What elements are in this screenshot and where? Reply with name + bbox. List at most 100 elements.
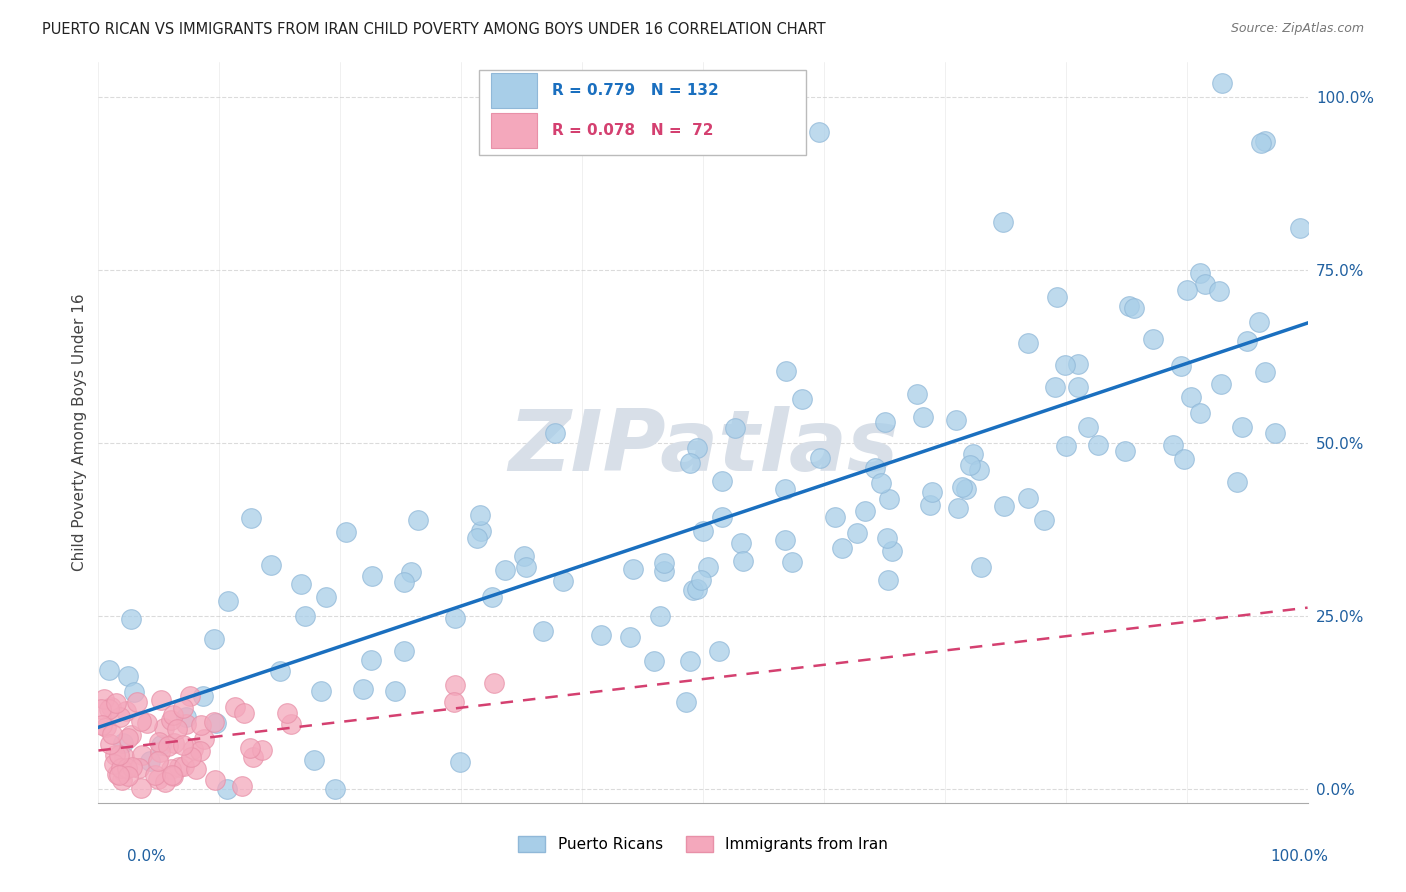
Point: [494, 564, 516, 578]
Point: [950, 479, 973, 493]
Point: [465, 531, 488, 545]
Point: [1189, 266, 1212, 280]
Point: [1236, 334, 1258, 348]
Point: [468, 508, 491, 522]
Point: [93, 691, 115, 706]
Point: [217, 781, 239, 796]
Point: [103, 756, 125, 771]
Point: [205, 715, 228, 730]
Point: [224, 699, 246, 714]
Point: [675, 695, 697, 709]
Point: [1254, 365, 1277, 379]
Point: [686, 582, 709, 597]
Point: [190, 718, 212, 732]
Point: [991, 214, 1014, 228]
Point: [962, 447, 984, 461]
Point: [153, 775, 176, 789]
Point: [108, 710, 131, 724]
Point: [149, 745, 172, 759]
Point: [136, 716, 159, 731]
Point: [959, 458, 981, 473]
Point: [166, 723, 188, 737]
Point: [163, 736, 186, 750]
Point: [921, 484, 943, 499]
Point: [443, 695, 465, 709]
Point: [384, 683, 406, 698]
Point: [1123, 301, 1146, 315]
Text: ZIPatlas: ZIPatlas: [508, 406, 898, 489]
Point: [955, 482, 977, 496]
Point: [918, 498, 941, 512]
Point: [193, 731, 215, 746]
Point: [406, 513, 429, 527]
Point: [652, 564, 675, 578]
Point: [202, 715, 225, 730]
Point: [967, 463, 990, 477]
Point: [682, 582, 704, 597]
Y-axis label: Child Poverty Among Boys Under 16: Child Poverty Among Boys Under 16: [72, 293, 87, 572]
Point: [104, 748, 127, 763]
Point: [1067, 357, 1090, 371]
Point: [724, 421, 747, 435]
Point: [156, 739, 179, 753]
Point: [1253, 134, 1275, 148]
Point: [105, 696, 128, 710]
Text: PUERTO RICAN VS IMMIGRANTS FROM IRAN CHILD POVERTY AMONG BOYS UNDER 16 CORRELATI: PUERTO RICAN VS IMMIGRANTS FROM IRAN CHI…: [42, 22, 825, 37]
Point: [443, 611, 465, 625]
Point: [120, 728, 142, 742]
Point: [643, 654, 665, 668]
Point: [250, 742, 273, 756]
Point: [1226, 475, 1249, 489]
Point: [162, 769, 184, 783]
Point: [110, 761, 132, 775]
Point: [129, 780, 152, 795]
Point: [392, 574, 415, 589]
Point: [150, 693, 173, 707]
Point: [232, 706, 254, 720]
Point: [148, 772, 170, 787]
Point: [970, 559, 993, 574]
Point: [1054, 358, 1077, 372]
Point: [302, 753, 325, 767]
Point: [1264, 426, 1286, 441]
Point: [993, 499, 1015, 513]
Point: [180, 750, 202, 764]
Point: [1173, 451, 1195, 466]
Point: [831, 541, 853, 555]
Point: [112, 736, 135, 750]
Point: [512, 549, 534, 563]
Point: [551, 574, 574, 589]
Point: [1046, 290, 1069, 304]
Point: [360, 653, 382, 667]
Point: [733, 554, 755, 568]
Point: [1032, 513, 1054, 527]
Point: [128, 761, 150, 775]
Point: [361, 568, 384, 582]
Point: [780, 555, 803, 569]
Point: [124, 685, 146, 699]
Point: [482, 676, 505, 690]
Point: [790, 392, 813, 407]
Point: [773, 533, 796, 548]
Point: [146, 754, 169, 768]
Point: [876, 531, 898, 545]
Point: [172, 738, 194, 752]
Point: [1194, 277, 1216, 291]
Point: [730, 536, 752, 550]
Point: [1017, 335, 1039, 350]
Point: [449, 755, 471, 769]
Point: [181, 742, 204, 756]
Point: [824, 509, 846, 524]
Text: 100.0%: 100.0%: [1271, 849, 1329, 864]
Point: [679, 456, 702, 470]
Point: [94, 721, 117, 735]
Point: [870, 475, 893, 490]
Point: [1170, 359, 1192, 374]
Point: [1175, 283, 1198, 297]
Point: [323, 781, 346, 796]
Point: [808, 450, 831, 465]
Point: [853, 504, 876, 518]
Point: [108, 767, 131, 781]
Point: [148, 735, 170, 749]
Point: [162, 707, 184, 722]
